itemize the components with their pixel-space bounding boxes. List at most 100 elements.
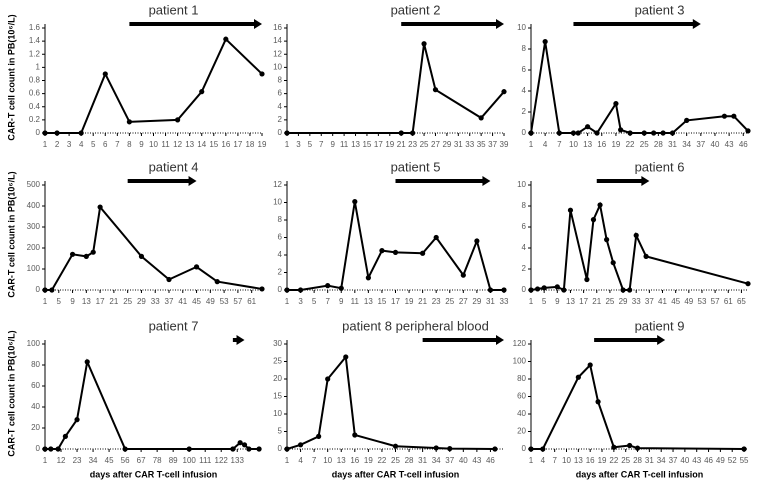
x-tick-label: 46 (739, 140, 748, 149)
x-tick-label: 13 (337, 456, 346, 465)
x-tick-label: 13 (351, 140, 360, 149)
x-tick-label: 39 (500, 140, 509, 149)
y-tick-label: 0 (36, 285, 41, 294)
data-point (74, 417, 80, 423)
x-tick-label: 5 (91, 140, 96, 149)
panel-title: patient 5 (391, 159, 441, 174)
x-tick-label: 25 (123, 297, 132, 306)
x-tick-label: 8 (127, 140, 132, 149)
x-tick-label: 34 (89, 456, 98, 465)
y-tick-label: 2 (522, 107, 527, 116)
x-tick-label: 6 (103, 140, 108, 149)
data-point (620, 287, 626, 293)
y-tick-label: 40 (31, 402, 40, 411)
x-axis-label: days after CAR T-cell infusion (90, 469, 218, 479)
data-point (42, 446, 48, 452)
data-point (585, 124, 591, 130)
y-tick-label: 8 (278, 76, 283, 85)
data-point (618, 127, 624, 133)
data-point (684, 117, 690, 123)
x-tick-label: 22 (609, 456, 618, 465)
x-tick-label: 49 (684, 297, 693, 306)
x-tick-label: 17 (391, 297, 400, 306)
data-point (83, 253, 89, 259)
data-point (392, 249, 399, 255)
x-tick-label: 21 (109, 297, 118, 306)
x-tick-label: 133 (231, 456, 245, 465)
y-tick-label: 4 (522, 86, 527, 95)
x-tick-label: 56 (121, 456, 130, 465)
data-point (627, 130, 633, 136)
x-tick-label: 22 (626, 140, 635, 149)
arrow-head (236, 335, 245, 345)
data-point (352, 199, 358, 205)
x-tick-label: 16 (221, 140, 230, 149)
data-line (287, 201, 504, 291)
data-point (49, 287, 55, 293)
data-point (721, 113, 728, 119)
y-tick-label: 0 (278, 444, 283, 453)
x-tick-label: 9 (555, 297, 560, 306)
data-point (42, 287, 48, 293)
x-tick-label: 40 (711, 140, 720, 149)
x-tick-label: 33 (151, 297, 160, 306)
x-tick-label: 45 (192, 297, 201, 306)
y-tick-label: 25 (273, 357, 282, 366)
panel-title: patient 3 (635, 2, 685, 17)
x-tick-label: 10 (149, 140, 158, 149)
x-tick-label: 1 (43, 297, 48, 306)
x-tick-label: 65 (737, 297, 746, 306)
x-tick-label: 45 (671, 297, 680, 306)
x-tick-label: 89 (169, 456, 178, 465)
data-point (540, 446, 546, 452)
data-point (256, 446, 262, 452)
data-line (530, 201, 749, 292)
data-point (138, 253, 145, 259)
x-tick-label: 34 (432, 456, 441, 465)
x-tick-label: 7 (325, 297, 330, 306)
data-point (570, 130, 577, 136)
data-point (54, 130, 60, 136)
x-axis-label: days after CAR T-cell infusion (576, 469, 704, 479)
x-tick-label: 27 (431, 140, 440, 149)
data-point (478, 115, 484, 121)
data-point (297, 287, 304, 293)
y-tick-label: 20 (517, 427, 526, 436)
y-tick-label: 100 (27, 264, 41, 273)
data-point (501, 89, 507, 95)
data-point (78, 130, 84, 136)
arrow-head (188, 176, 197, 186)
data-line (286, 354, 495, 450)
data-point (584, 276, 590, 283)
data-point (542, 39, 548, 45)
x-tick-label: 10 (562, 456, 571, 465)
data-point (745, 128, 751, 134)
y-tick-label: 10 (517, 23, 526, 32)
panel-title: patient 1 (149, 2, 199, 17)
y-tick-label: 20 (31, 423, 40, 432)
arrow-head (482, 176, 491, 186)
x-tick-label: 31 (454, 140, 463, 149)
data-point (660, 130, 666, 136)
data-point (338, 285, 344, 291)
x-tick-label: 7 (312, 456, 317, 465)
data-point (379, 248, 385, 254)
data-point (447, 446, 453, 452)
y-tick-label: 2 (278, 115, 283, 124)
y-tick-label: 10 (273, 409, 282, 418)
x-tick-label: 33 (500, 297, 509, 306)
x-tick-label: 16 (586, 456, 595, 465)
y-tick-label: 15 (273, 392, 282, 401)
x-tick-label: 15 (209, 140, 218, 149)
x-tick-label: 2 (55, 140, 60, 149)
x-tick-label: 9 (339, 297, 344, 306)
x-tick-label: 25 (445, 297, 454, 306)
x-tick-label: 4 (543, 140, 548, 149)
data-point (97, 204, 103, 210)
x-tick-label: 49 (716, 456, 725, 465)
data-point (410, 130, 416, 136)
data-point (541, 285, 547, 291)
x-tick-label: 23 (73, 456, 82, 465)
data-line (45, 204, 263, 291)
y-tick-label: 200 (27, 243, 41, 252)
